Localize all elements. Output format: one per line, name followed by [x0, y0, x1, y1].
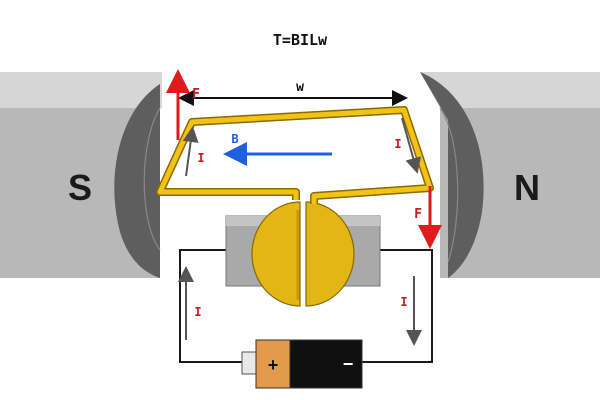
south-pole-label: S — [68, 167, 92, 208]
current-arrow-left-coil: I — [182, 126, 205, 177]
battery-positive-end — [255, 339, 291, 389]
current-arrow-right-coil: I — [394, 117, 422, 174]
battery-negative-end — [289, 339, 363, 389]
battery-negative-label: − — [343, 354, 354, 374]
field-arrow: B — [223, 132, 332, 166]
north-magnet: N — [420, 72, 600, 278]
width-dimension: w — [178, 80, 408, 106]
commutator — [251, 201, 355, 307]
force-label-left: F — [192, 87, 200, 102]
current-label-right-wire: I — [400, 295, 407, 309]
armature-coil — [156, 106, 434, 204]
current-label-left-wire: I — [194, 305, 201, 319]
battery-terminal — [241, 351, 257, 375]
width-label: w — [296, 80, 304, 95]
force-label-right: F — [414, 207, 422, 222]
north-magnet-top — [420, 72, 600, 108]
current-arrow-right-wire: I — [400, 276, 422, 346]
current-label-left-coil: I — [197, 151, 204, 165]
circuit-wire — [179, 249, 433, 363]
south-pole-piece — [114, 84, 160, 278]
south-magnet-top — [0, 72, 162, 108]
force-arrow-down: F — [414, 186, 442, 249]
north-pole-piece — [420, 72, 484, 278]
equation-label: T=BILw — [273, 31, 328, 49]
coil-wire — [157, 107, 433, 204]
battery: + − — [241, 339, 363, 389]
current-label-right-coil: I — [394, 137, 401, 151]
battery-positive-label: + — [268, 355, 279, 375]
north-pole-label: N — [514, 167, 540, 208]
commutator-left-half — [251, 201, 301, 307]
south-magnet: S — [0, 72, 162, 278]
field-label: B — [231, 132, 238, 146]
commutator-right-half — [305, 201, 355, 307]
current-arrow-left-wire: I — [178, 266, 202, 340]
force-arrow-up: F — [166, 69, 200, 140]
